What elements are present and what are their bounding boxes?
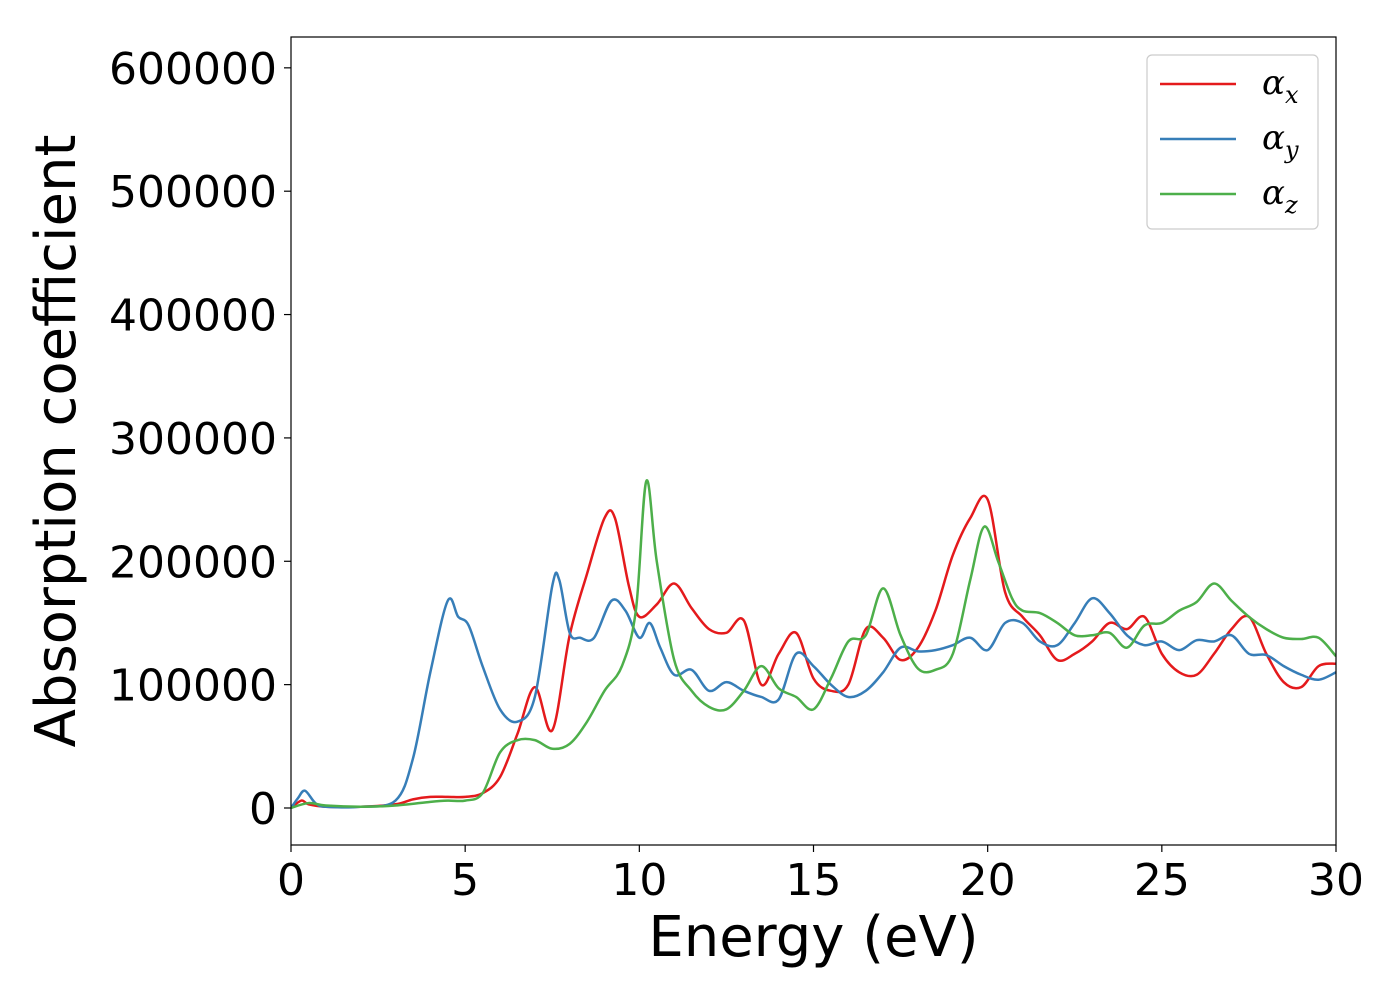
series-line-z (291, 479, 1336, 810)
y-tick-label: 500000 (109, 167, 277, 218)
y-tick-label: 200000 (109, 537, 277, 588)
x-tick-label: 20 (960, 855, 1016, 906)
x-tick-label: 15 (786, 855, 842, 906)
x-axis-title: Energy (eV) (648, 905, 978, 970)
y-tick-label: 100000 (109, 661, 277, 712)
x-tick-label: 0 (277, 855, 305, 906)
y-tick-label: 0 (249, 784, 277, 835)
y-axis-title: Absorption coefficient (24, 135, 89, 748)
x-tick-label: 25 (1134, 855, 1190, 906)
x-tick-label: 30 (1308, 855, 1364, 906)
legend-subscript: z (1284, 191, 1298, 219)
y-tick-label: 300000 (109, 414, 277, 465)
y-axis: 0 100000 200000 300000 400000 500000 600000 (109, 44, 291, 835)
series-group (291, 479, 1336, 810)
x-axis: 0 5 10 15 20 25 30 (277, 845, 1364, 906)
legend-subscript: x (1285, 81, 1299, 109)
y-tick-label: 600000 (109, 44, 277, 95)
legend-subscript: y (1284, 136, 1299, 164)
y-tick-label: 400000 (109, 291, 277, 342)
x-tick-label: 10 (611, 855, 667, 906)
x-tick-label: 5 (451, 855, 479, 906)
series-line-y (291, 571, 1336, 809)
legend-frame (1146, 54, 1319, 230)
